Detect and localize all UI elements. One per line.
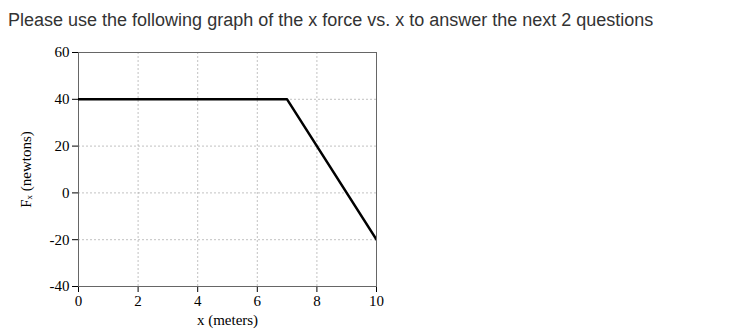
svg-text:0: 0 bbox=[75, 293, 83, 309]
svg-text:-40: -40 bbox=[50, 278, 70, 294]
svg-text:-20: -20 bbox=[50, 232, 70, 248]
svg-text:40: 40 bbox=[55, 91, 70, 107]
svg-text:4: 4 bbox=[194, 293, 202, 309]
svg-text:Fₓ (newtons): Fₓ (newtons) bbox=[18, 131, 35, 207]
svg-text:0: 0 bbox=[62, 185, 70, 201]
svg-text:8: 8 bbox=[313, 293, 321, 309]
svg-text:20: 20 bbox=[55, 138, 70, 154]
svg-text:2: 2 bbox=[134, 293, 142, 309]
svg-text:x (meters): x (meters) bbox=[197, 312, 258, 329]
svg-text:6: 6 bbox=[254, 293, 262, 309]
html-text:Please use the following graph: Please use the following graph of the x … bbox=[8, 10, 654, 30]
svg-text:60: 60 bbox=[55, 44, 70, 60]
svg-text:10: 10 bbox=[369, 293, 384, 309]
